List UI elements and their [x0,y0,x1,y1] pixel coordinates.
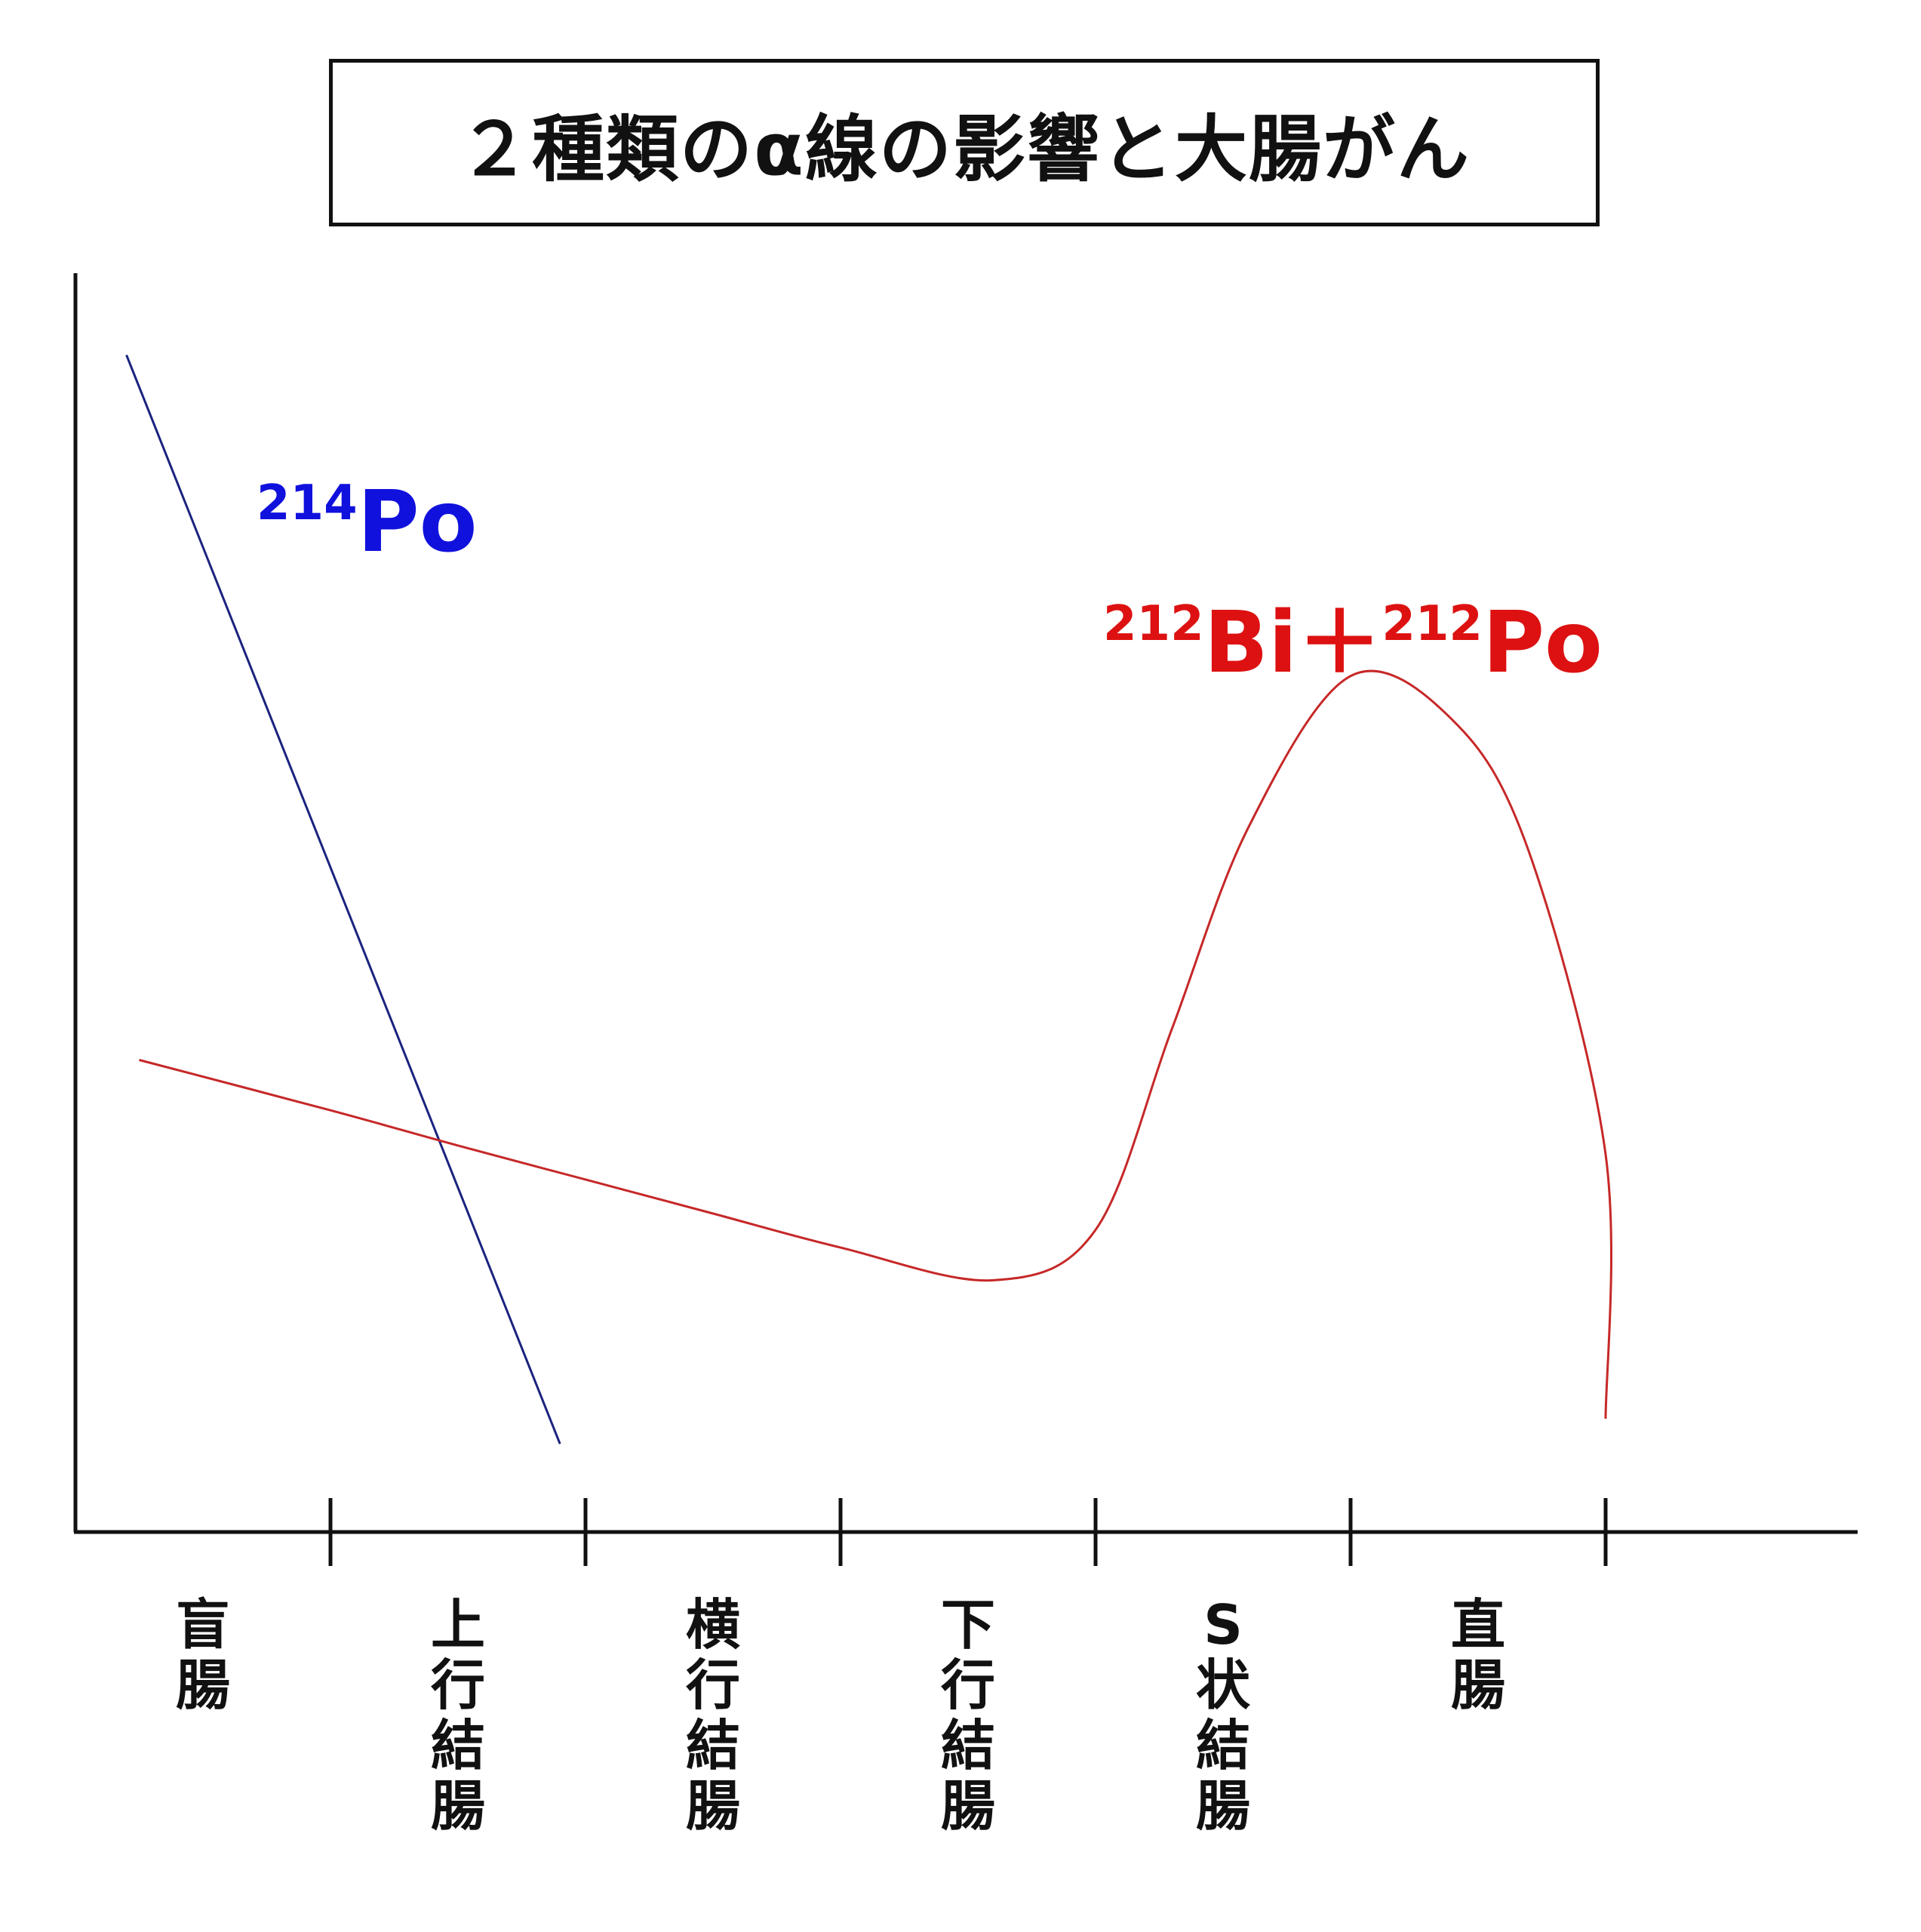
category-label-char: 腸 [431,1774,485,1838]
category-label: S 状結腸 [1196,1593,1251,1838]
category-label-char: 結 [686,1714,740,1777]
category-label-char: 腸 [686,1774,740,1838]
title-box: ２種類のα線の影響と大腸がん [329,59,1600,226]
category-label: 横行結腸 [686,1593,740,1838]
category-label-char: 腸 [1196,1774,1250,1838]
category-label-char: 横 [686,1593,740,1657]
category-label-char: 行 [431,1654,485,1717]
series-label-main: Po [358,473,478,571]
series-lines [125,354,1612,1444]
series-label-214po: 214Po [257,473,478,571]
category-label-char: 行 [941,1654,995,1717]
category-label: 下行結腸 [941,1593,995,1838]
category-label-char: 行 [686,1654,740,1717]
category-label-char: 腸 [941,1774,995,1838]
series-label-sup: 214 [257,475,358,531]
x-ticks [328,1498,1608,1566]
category-label-char: 下 [941,1593,995,1657]
category-label-char: S [1203,1593,1243,1657]
series-label-part: Bi＋ [1204,594,1382,692]
category-label: 直腸 [1451,1593,1505,1717]
chart-title: ２種類のα線の影響と大腸がん [458,106,1471,192]
category-label-char: 結 [431,1714,485,1777]
series-label-part: 212 [1382,596,1483,652]
series-label-212bi-212po: 212Bi＋212Po [1103,594,1603,692]
category-label-char: 腸 [1451,1654,1505,1717]
category-label-char: 上 [431,1593,485,1657]
category-label: 上行結腸 [431,1593,485,1838]
category-label-char: 直 [1451,1593,1505,1657]
category-label-char: 盲 [176,1593,230,1657]
category-label-char: 結 [941,1714,995,1777]
category-label-char: 結 [1196,1714,1250,1777]
series-label-part: 212 [1103,596,1204,652]
series-214po-line [125,354,561,1444]
category-label-char: 腸 [176,1654,230,1717]
category-label-char: 状 [1196,1654,1251,1717]
category-label: 盲腸 [176,1593,230,1717]
series-212bi-212po-line [139,669,1612,1419]
series-label-part: Po [1483,594,1603,692]
